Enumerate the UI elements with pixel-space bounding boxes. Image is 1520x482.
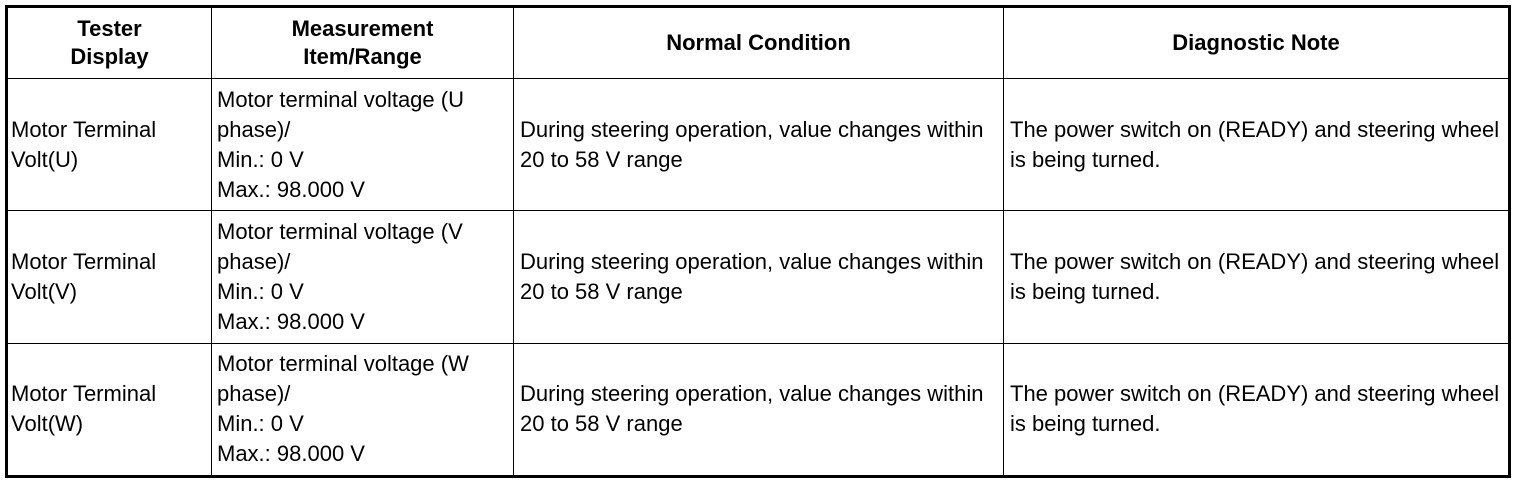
table-cell: Motor Terminal Volt(U)	[6, 77, 212, 212]
table-cell: Motor terminal voltage (U phase)/ Min.: 0…	[211, 77, 514, 212]
header-row: Tester Display Measurement Item/Range Norm…	[6, 6, 1510, 79]
table-cell: During steering operation, value changes…	[513, 210, 1004, 344]
cell-line: The power switch on (READY) and steering…	[1010, 116, 1500, 172]
table-cell: Motor Terminal Volt(V)	[6, 210, 212, 344]
table-body: Motor Terminal Volt(U) Motor terminal vol…	[6, 77, 1510, 478]
cell-line: Motor Terminal Volt(W)	[11, 381, 157, 437]
table-row: Motor Terminal Volt(U) Motor terminal vol…	[6, 77, 1510, 212]
cell-line: The power switch on (READY) and steering…	[1010, 381, 1500, 437]
table-cell: The power switch on (READY) and steering…	[1003, 342, 1510, 478]
table-cell: Motor terminal voltage (V phase)/ Min.: 0…	[211, 210, 514, 344]
cell-line: Motor terminal voltage (U phase)/	[217, 86, 464, 142]
cell-line: During steering operation, value changes…	[520, 248, 984, 304]
cell-line: Min.: 0 V	[217, 278, 304, 304]
cell-line: Min.: 0 V	[217, 411, 304, 437]
table-cell: During steering operation, value changes…	[513, 77, 1004, 212]
table-row: Motor Terminal Volt(W) Motor terminal vol…	[6, 342, 1510, 478]
table-cell: Motor terminal voltage (W phase)/ Min.: 0…	[211, 342, 514, 478]
cell-line: Motor terminal voltage (V phase)/	[217, 218, 463, 274]
cell-line: During steering operation, value changes…	[520, 381, 984, 437]
table-cell: During steering operation, value changes…	[513, 342, 1004, 478]
cell-line: Motor Terminal Volt(V)	[11, 248, 157, 304]
header-cell: Tester Display	[6, 6, 212, 79]
cell-line: Min.: 0 V	[217, 146, 304, 172]
header-cell: Diagnostic Note	[1003, 6, 1510, 79]
cell-line: Max.: 98.000 V	[217, 176, 365, 202]
table-cell: Motor Terminal Volt(W)	[6, 342, 212, 478]
cell-line: Motor Terminal Volt(U)	[11, 116, 157, 172]
table-row: Motor Terminal Volt(V) Motor terminal vol…	[6, 210, 1510, 344]
table-cell: The power switch on (READY) and steering…	[1003, 77, 1510, 212]
cell-line: Max.: 98.000 V	[217, 308, 365, 334]
header-cell: Normal Condition	[513, 6, 1004, 79]
header-cell: Measurement Item/Range	[211, 6, 514, 79]
cell-line: Motor terminal voltage (W phase)/	[217, 351, 469, 407]
cell-line: During steering operation, value changes…	[520, 116, 984, 172]
cell-line: Max.: 98.000 V	[217, 441, 365, 467]
data-table: Tester Display Measurement Item/Range Norm…	[5, 5, 1511, 478]
table-cell: The power switch on (READY) and steering…	[1003, 210, 1510, 344]
cell-line: The power switch on (READY) and steering…	[1010, 248, 1500, 304]
